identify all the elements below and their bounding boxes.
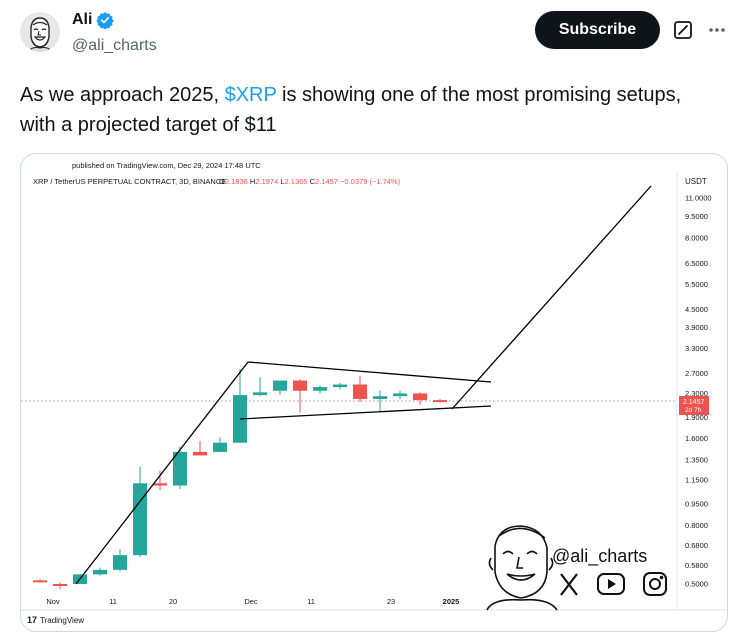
subscribe-button[interactable]: Subscribe bbox=[535, 11, 660, 49]
x-tick-label: 2025 bbox=[443, 597, 460, 606]
chart-image[interactable]: published on TradingView.com, Dec 29, 20… bbox=[20, 153, 728, 632]
candle-body bbox=[133, 483, 147, 556]
cartoon-face-avatar bbox=[27, 17, 53, 52]
x-tick-label: Dec bbox=[244, 597, 258, 606]
ohlc-l-label: L bbox=[280, 177, 284, 186]
candle-body bbox=[193, 451, 207, 456]
candle-body bbox=[153, 483, 167, 486]
price-badge-value: 2.1457 bbox=[683, 399, 705, 406]
time-axis: Nov 11 20 Dec 11 23 2025 bbox=[46, 597, 459, 606]
x-tick-label: 11 bbox=[109, 597, 117, 606]
y-tick-label: 5.5000 bbox=[685, 280, 708, 289]
more-options-icon[interactable] bbox=[707, 20, 727, 40]
candlestick-series bbox=[33, 368, 447, 590]
x-tick-label: 20 bbox=[169, 597, 177, 606]
y-tick-label: 1.1500 bbox=[685, 475, 708, 484]
projection-line bbox=[451, 185, 652, 410]
tradingview-logo-icon: 17 bbox=[27, 615, 37, 625]
y-tick-label: 1.3500 bbox=[685, 455, 708, 464]
watermark: @ali_charts bbox=[486, 525, 667, 611]
y-tick-label: 0.6800 bbox=[685, 541, 708, 550]
candle-body bbox=[253, 392, 267, 396]
tweet-text-start: As we approach 2025, bbox=[20, 84, 225, 106]
y-tick-label: 4.5000 bbox=[685, 305, 708, 314]
y-tick-label: 3.3000 bbox=[685, 344, 708, 353]
candle-body bbox=[213, 442, 227, 452]
y-tick-label: 1.9000 bbox=[685, 413, 708, 422]
candle-body bbox=[173, 451, 187, 486]
x-tick-label: Nov bbox=[46, 597, 60, 606]
y-tick-label: 0.5800 bbox=[685, 561, 708, 570]
candle-body bbox=[93, 569, 107, 575]
trendlines bbox=[75, 185, 652, 585]
ohlc-o-label: O bbox=[219, 177, 225, 186]
ohlc-text: O2.1836 H2.1974 L2.1365 C2.1457 −0.0379 … bbox=[219, 177, 401, 186]
currency-label: USDT bbox=[685, 177, 707, 186]
y-tick-label: 11.0000 bbox=[685, 194, 712, 203]
svg-text:17: 17 bbox=[27, 615, 37, 625]
x-tick-label: 23 bbox=[387, 597, 395, 606]
published-text: published on TradingView.com, Dec 29, 20… bbox=[72, 161, 261, 170]
ohlc-change: −0.0379 (−1.74%) bbox=[340, 177, 401, 186]
y-tick-label: 0.5000 bbox=[685, 580, 708, 589]
ohlc-open: 2.1836 bbox=[225, 177, 248, 186]
ohlc-h-label: H bbox=[250, 177, 255, 186]
candle-body bbox=[333, 384, 347, 388]
author-avatar[interactable] bbox=[20, 12, 60, 52]
y-tick-label: 2.3000 bbox=[685, 389, 708, 398]
y-tick-label: 1.6000 bbox=[685, 434, 708, 443]
ohlc-low: 2.1365 bbox=[285, 177, 308, 186]
tweet-text: As we approach 2025, $XRP is showing one… bbox=[20, 80, 710, 140]
x-logo-icon bbox=[560, 573, 578, 596]
author-name[interactable]: Ali bbox=[72, 11, 93, 28]
ohlc-high: 2.1974 bbox=[255, 177, 278, 186]
x-tick-label: 11 bbox=[307, 597, 315, 606]
y-tick-label: 9.5000 bbox=[685, 212, 708, 221]
flagpole-line bbox=[75, 361, 249, 585]
y-tick-label: 0.9500 bbox=[685, 499, 708, 508]
candle-body bbox=[433, 400, 447, 403]
y-tick-label: 0.8000 bbox=[685, 521, 708, 530]
price-chart: published on TradingView.com, Dec 29, 20… bbox=[21, 161, 727, 625]
grok-icon[interactable] bbox=[674, 21, 692, 39]
candle-body bbox=[413, 393, 427, 401]
candle-body bbox=[53, 584, 67, 586]
candle-body bbox=[313, 387, 327, 391]
cashtag-link[interactable]: $XRP bbox=[224, 84, 277, 106]
author-handle[interactable]: @ali_charts bbox=[72, 37, 157, 54]
y-tick-label: 2.7000 bbox=[685, 369, 708, 378]
watermark-handle: @ali_charts bbox=[552, 546, 647, 567]
y-tick-label: 3.9000 bbox=[685, 323, 708, 332]
candle-body bbox=[33, 580, 47, 583]
symbol-text: XRP / TetherUS PERPETUAL CONTRACT, 3D, B… bbox=[33, 177, 226, 186]
instagram-icon bbox=[643, 572, 667, 596]
pennant-upper-line bbox=[247, 361, 492, 383]
candle-body bbox=[113, 555, 127, 570]
tweet-text-end: is showing one of the most promising set… bbox=[20, 84, 682, 136]
candle-body bbox=[393, 393, 407, 397]
ohlc-close: 2.1457 bbox=[315, 177, 338, 186]
verified-badge-icon bbox=[96, 12, 115, 29]
y-tick-label: 8.0000 bbox=[685, 233, 708, 242]
ohlc-c-label: C bbox=[310, 177, 316, 186]
youtube-icon bbox=[597, 573, 625, 595]
pennant-lower-line bbox=[239, 405, 492, 420]
y-tick-label: 6.5000 bbox=[685, 259, 708, 268]
candle-body bbox=[293, 380, 307, 391]
watermark-face-drawing bbox=[486, 525, 558, 611]
tradingview-brand: TradingView bbox=[40, 616, 84, 625]
candle-body bbox=[353, 384, 367, 399]
candle-body bbox=[273, 380, 287, 391]
price-axis: 11.0000 9.5000 8.0000 6.5000 5.5000 4.5000 3.9… bbox=[685, 194, 712, 589]
candle-body bbox=[373, 396, 387, 399]
price-badge-time: 2d 7h bbox=[685, 407, 702, 414]
price-badge bbox=[679, 396, 709, 415]
